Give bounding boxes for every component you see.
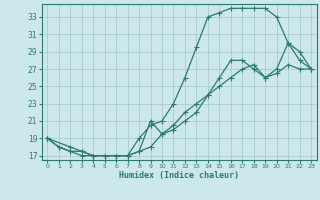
X-axis label: Humidex (Indice chaleur): Humidex (Indice chaleur) bbox=[119, 171, 239, 180]
